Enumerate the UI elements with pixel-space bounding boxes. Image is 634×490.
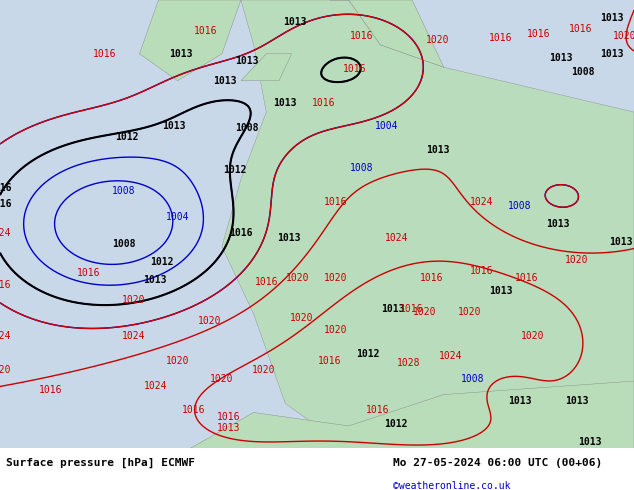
Text: 1013: 1013	[213, 75, 237, 86]
Text: 1020: 1020	[565, 255, 589, 265]
Text: 1020: 1020	[286, 273, 310, 283]
Text: 1013: 1013	[162, 121, 186, 130]
Text: 1020: 1020	[121, 295, 145, 305]
Text: 1016: 1016	[77, 269, 101, 278]
Text: 1013: 1013	[546, 219, 570, 229]
Text: 1028: 1028	[397, 358, 421, 368]
Text: 1020: 1020	[0, 365, 12, 375]
Text: Mo 27-05-2024 06:00 UTC (00+06): Mo 27-05-2024 06:00 UTC (00+06)	[393, 458, 602, 468]
Text: 1013: 1013	[600, 13, 624, 23]
Text: 1008: 1008	[349, 163, 373, 173]
Text: 1016: 1016	[343, 65, 367, 74]
Polygon shape	[139, 0, 241, 81]
Text: 1016: 1016	[514, 273, 538, 283]
Text: 1016: 1016	[349, 31, 373, 41]
Text: 1012: 1012	[356, 349, 380, 359]
Text: 1013: 1013	[169, 49, 193, 59]
Text: 1024: 1024	[438, 351, 462, 362]
Text: 1020: 1020	[457, 307, 481, 317]
Text: 1016: 1016	[0, 183, 12, 194]
Text: 1013: 1013	[143, 275, 167, 285]
Text: 1016: 1016	[365, 405, 389, 415]
Text: 1024: 1024	[143, 381, 167, 391]
Text: 1004: 1004	[165, 213, 190, 222]
Text: 1008: 1008	[112, 186, 136, 196]
Text: 1020: 1020	[251, 365, 275, 375]
Text: 1016: 1016	[0, 199, 12, 209]
Text: 1016: 1016	[229, 228, 253, 238]
Text: 1016: 1016	[470, 266, 494, 276]
Text: 1024: 1024	[470, 197, 494, 207]
Text: 1008: 1008	[112, 239, 136, 249]
FancyBboxPatch shape	[0, 0, 634, 448]
Text: 1024: 1024	[0, 331, 12, 341]
Text: 1012: 1012	[223, 165, 247, 175]
Text: 1013: 1013	[609, 237, 633, 247]
Text: 1013: 1013	[235, 55, 259, 66]
Text: 1020: 1020	[612, 31, 634, 41]
Text: 1016: 1016	[400, 304, 424, 315]
Text: 1016: 1016	[527, 28, 551, 39]
Polygon shape	[190, 381, 634, 448]
Text: 1024: 1024	[0, 228, 12, 238]
Text: 1013: 1013	[381, 304, 405, 315]
Text: 1004: 1004	[375, 121, 399, 130]
Text: 1013: 1013	[600, 49, 624, 59]
Text: 1016: 1016	[194, 26, 218, 36]
Text: 1013: 1013	[565, 396, 589, 406]
Text: 1016: 1016	[568, 24, 592, 34]
Text: 1020: 1020	[324, 273, 348, 283]
Text: 1013: 1013	[578, 437, 602, 446]
Text: 1013: 1013	[508, 396, 532, 406]
Text: 1012: 1012	[150, 257, 174, 267]
Text: 1016: 1016	[311, 98, 335, 108]
Text: 1016: 1016	[419, 273, 443, 283]
Text: 1008: 1008	[571, 67, 595, 77]
Text: 1020: 1020	[413, 307, 437, 317]
Text: 1008: 1008	[235, 123, 259, 133]
Text: 1020: 1020	[197, 316, 221, 325]
Text: 1016: 1016	[216, 412, 240, 422]
Text: 1016: 1016	[324, 197, 348, 207]
Text: 1016: 1016	[181, 405, 205, 415]
Text: 1016: 1016	[318, 356, 342, 366]
Text: Surface pressure [hPa] ECMWF: Surface pressure [hPa] ECMWF	[6, 458, 195, 468]
Text: 1013: 1013	[489, 287, 513, 296]
Text: 1008: 1008	[508, 201, 532, 211]
Text: 1020: 1020	[425, 35, 450, 46]
Polygon shape	[330, 0, 444, 67]
Polygon shape	[222, 0, 634, 448]
Text: 1016: 1016	[254, 277, 278, 288]
Text: 1024: 1024	[384, 233, 408, 243]
Text: 1016: 1016	[489, 33, 513, 43]
Text: 1013: 1013	[276, 233, 301, 243]
Text: 1013: 1013	[273, 98, 297, 108]
Text: 1024: 1024	[121, 331, 145, 341]
Text: 1020: 1020	[521, 331, 545, 341]
Text: ©weatheronline.co.uk: ©weatheronline.co.uk	[393, 481, 510, 490]
Text: 1020: 1020	[210, 374, 234, 384]
Text: 1016: 1016	[0, 280, 12, 290]
Text: 1013: 1013	[425, 145, 450, 155]
Text: 1013: 1013	[283, 18, 307, 27]
Text: 1013: 1013	[549, 53, 573, 63]
Text: 1020: 1020	[289, 313, 313, 323]
Text: 1013: 1013	[216, 423, 240, 433]
Polygon shape	[241, 54, 292, 81]
Text: 1016: 1016	[39, 385, 63, 395]
Text: 1008: 1008	[460, 374, 484, 384]
Text: 1020: 1020	[165, 356, 190, 366]
Text: 1012: 1012	[115, 132, 139, 142]
Text: 1016: 1016	[93, 49, 117, 59]
Text: 1012: 1012	[384, 418, 408, 429]
Text: 1020: 1020	[324, 324, 348, 335]
